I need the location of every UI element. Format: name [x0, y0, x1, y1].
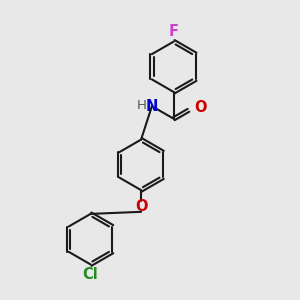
Text: N: N — [146, 99, 158, 114]
Text: F: F — [169, 24, 179, 39]
Text: O: O — [135, 199, 147, 214]
Text: Cl: Cl — [83, 267, 98, 282]
Text: H: H — [137, 99, 146, 112]
Text: O: O — [195, 100, 207, 115]
